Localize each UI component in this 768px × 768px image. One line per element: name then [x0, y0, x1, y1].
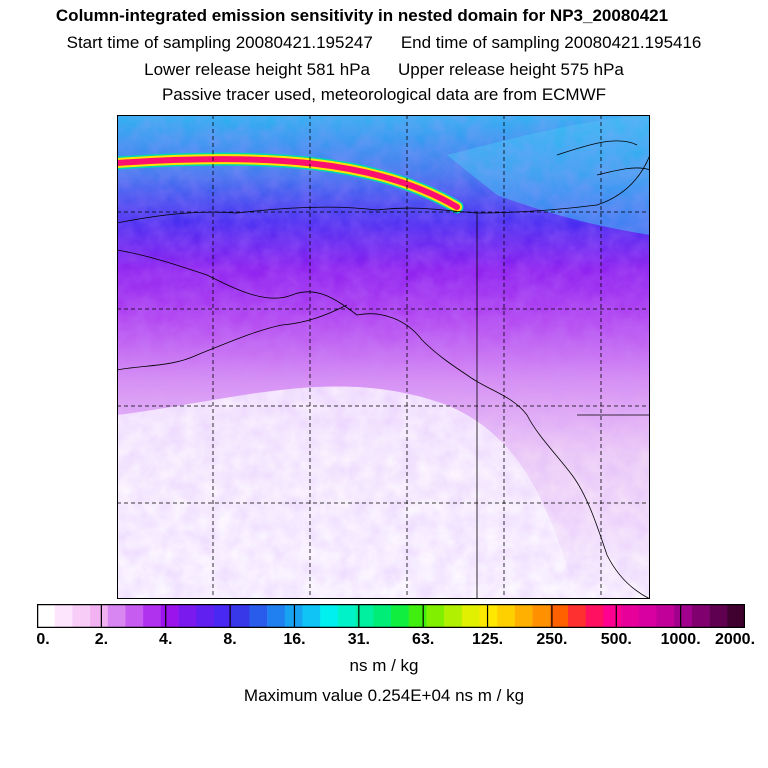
start-time-label: Start time of sampling 20080421.195247	[66, 33, 373, 52]
release-heights: Lower release height 581 hPa Upper releas…	[0, 60, 768, 80]
colorbar-cell	[231, 604, 250, 628]
lower-release-label: Lower release height 581 hPa	[144, 60, 370, 79]
colorbar-cell	[461, 604, 480, 628]
colorbar-cell	[143, 604, 162, 628]
colorbar-cell	[302, 604, 321, 628]
colorbar-cell	[585, 604, 604, 628]
end-time-label: End time of sampling 20080421.195416	[400, 33, 702, 52]
colorbar-cell	[408, 604, 427, 628]
colorbar-cell	[550, 604, 569, 628]
colorbar-cell	[125, 604, 144, 628]
colorbar-tick-label: 0.	[36, 631, 50, 648]
tracer-note: Passive tracer used, meteorological data…	[161, 85, 607, 104]
upper-release-label: Upper release height 575 hPa	[398, 60, 624, 79]
colorbar-cell	[178, 604, 197, 628]
colorbar-cell	[638, 604, 657, 628]
colorbar-cell	[249, 604, 268, 628]
colorbar-cell	[355, 604, 374, 628]
colorbar-cell	[214, 604, 232, 628]
plot-title: Column-integrated emission sensitivity i…	[55, 6, 669, 25]
colorbar-cell	[337, 604, 356, 628]
colorbar-cell	[160, 604, 179, 628]
colorbar-cell	[196, 604, 215, 628]
colorbar-cell	[621, 604, 640, 628]
colorbar-cell	[514, 604, 533, 628]
sensitivity-map	[117, 115, 650, 599]
colorbar-cell	[37, 604, 55, 628]
colorbar-border	[37, 604, 745, 628]
colorbar-cell	[532, 604, 551, 628]
colorbar-cell	[267, 604, 286, 628]
colorbar-cell	[391, 604, 409, 628]
colorbar-tick-label: 4.	[159, 631, 173, 648]
colorbar-cell	[90, 604, 109, 628]
colorbar-cell	[656, 604, 675, 628]
sampling-times: Start time of sampling 20080421.195247 En…	[0, 33, 768, 53]
maximum-value: Maximum value 0.254E+04 ns m / kg	[243, 686, 525, 705]
colorbar-tick-label: 16.	[283, 631, 306, 648]
colorbar-cell	[603, 604, 622, 628]
colorbar-cell	[107, 604, 126, 628]
colorbar	[37, 604, 745, 628]
colorbar-tick-label: 1000.	[660, 631, 701, 648]
graticule	[117, 115, 650, 599]
colorbar-cell	[709, 604, 728, 628]
colorbar-cell	[54, 604, 73, 628]
colorbar-tick-label: 2.	[94, 631, 109, 648]
colorbar-cell	[284, 604, 303, 628]
colorbar-cell	[497, 604, 516, 628]
colorbar-tick-label: 2000.	[714, 631, 756, 648]
colorbar-tick-label: 500.	[600, 631, 632, 648]
colorbar-tick-label: 8.	[223, 631, 237, 648]
colorbar-cell	[479, 604, 498, 628]
colorbar-cell	[320, 604, 339, 628]
colorbar-cell	[426, 604, 445, 628]
colorbar-tick-label: 31.	[347, 631, 370, 648]
colorbar-cell	[373, 604, 392, 628]
colorbar-cell	[444, 604, 463, 628]
colorbar-units: ns m / kg	[349, 656, 419, 675]
colorbar-cell	[568, 604, 586, 628]
colorbar-cell	[72, 604, 91, 628]
colorbar-tick-label: 63.	[412, 631, 435, 648]
colorbar-cell	[674, 604, 693, 628]
colorbar-cell	[691, 604, 710, 628]
colorbar-tick-label: 250.	[536, 631, 568, 648]
colorbar-tick-label: 125.	[471, 631, 504, 648]
colorbar-cell	[727, 604, 745, 628]
